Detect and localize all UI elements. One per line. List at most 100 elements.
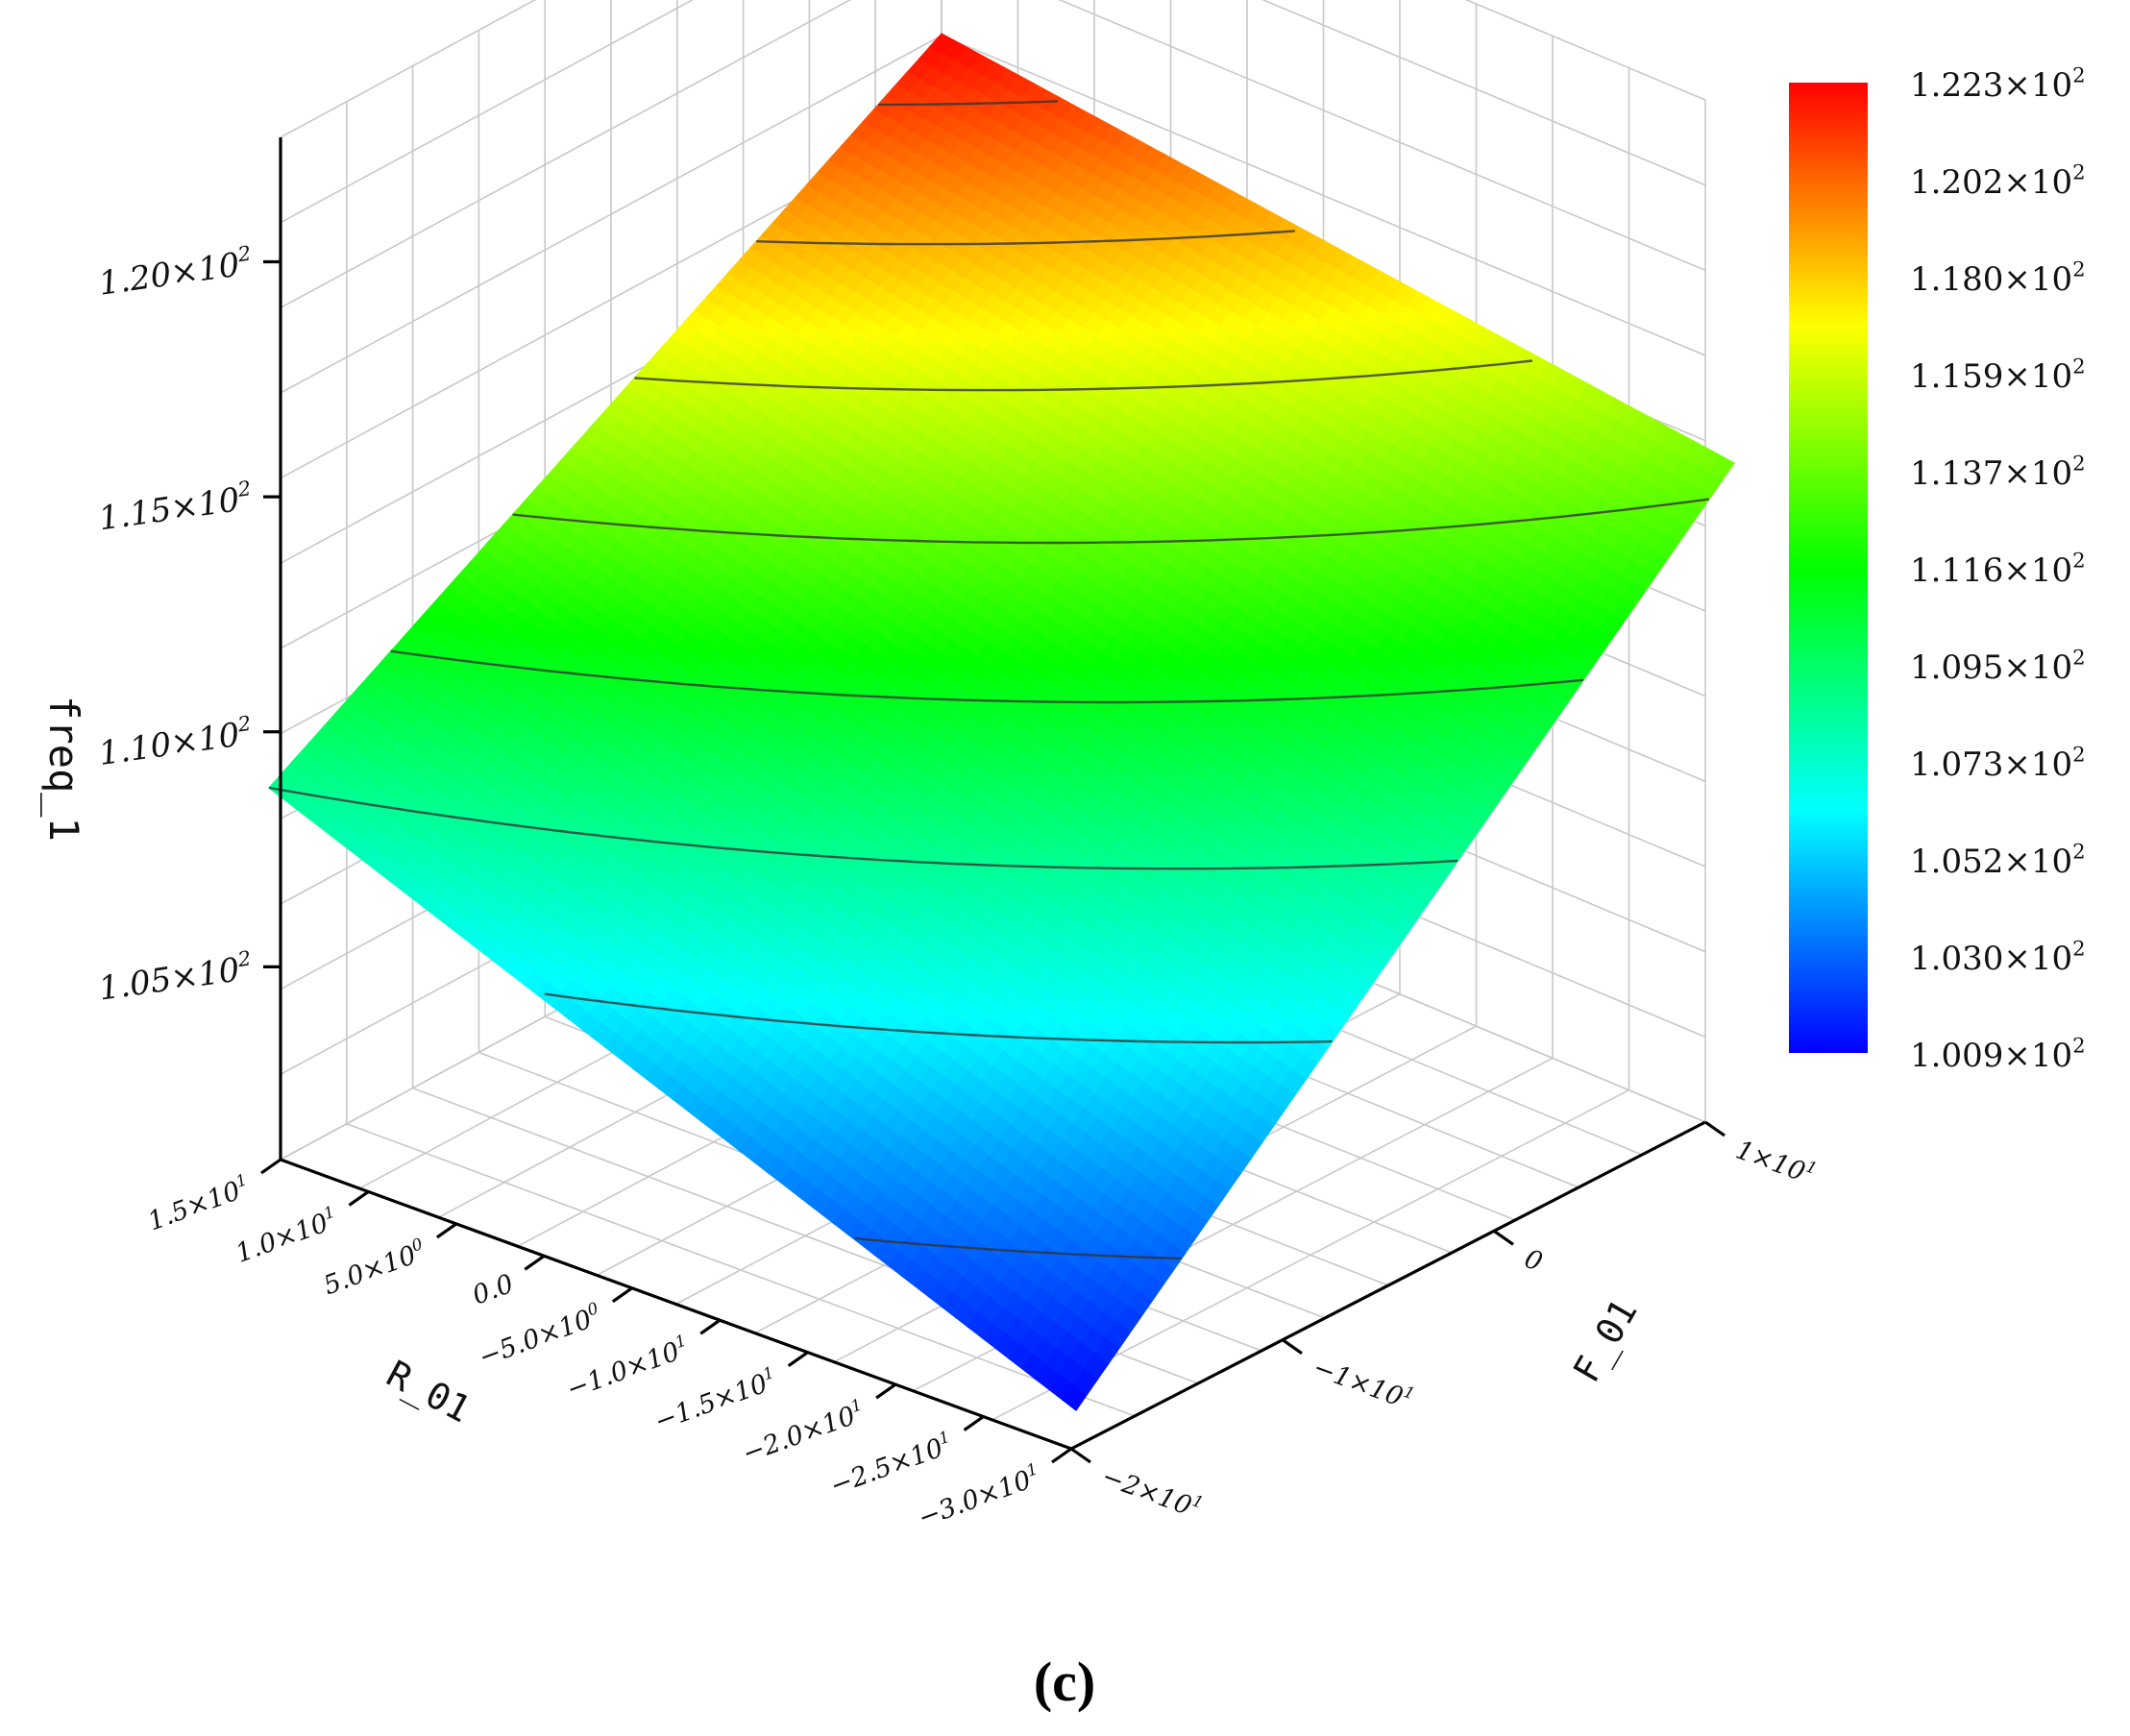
- colorbar-tick-label-times: ×10: [2003, 454, 2072, 493]
- z-tick-label-exponent: 2: [235, 711, 253, 737]
- z-tick-label: 1.10×102: [96, 711, 255, 773]
- r-tick-label-times: ×10: [710, 1369, 771, 1416]
- colorbar-tick-label: 1.159×102: [1910, 355, 2086, 396]
- z-tick-label-mantissa: 1.10: [96, 725, 174, 773]
- colorbar-tick-label: 1.137×102: [1910, 452, 2086, 493]
- wall-gridline: [280, 0, 695, 224]
- wall-gridline: [1261, 0, 1706, 186]
- r-tick-label-times: ×10: [622, 1336, 683, 1383]
- f-tick-label-times: ×10: [1748, 1140, 1809, 1187]
- axes-layer: [260, 137, 1726, 1464]
- f-axis-label: F_01: [1565, 1292, 1647, 1390]
- colorbar-bar: [1789, 83, 1868, 1053]
- contour-line: [544, 992, 1333, 1044]
- colorbar: 1.223×1021.202×1021.180×1021.159×1021.13…: [1789, 63, 2086, 1075]
- colorbar-tick-label-mantissa: 1.180: [1910, 260, 2003, 299]
- colorbar-tick-label-times: ×10: [2003, 1037, 2072, 1075]
- r-tick-label-mantissa: −2.5: [826, 1452, 895, 1502]
- colorbar-tick-label-exponent: 2: [2072, 452, 2085, 476]
- f-tick-mark: [1493, 1230, 1514, 1246]
- z-tick-label-times: ×10: [168, 951, 242, 999]
- r-tick-mark: [875, 1382, 897, 1400]
- colorbar-tick-label-exponent: 2: [2072, 840, 2085, 864]
- r-tick-label-mantissa: −1.5: [650, 1387, 720, 1437]
- r-tick-label: −3.0×101: [913, 1458, 1044, 1533]
- colorbar-tick-label: 1.073×102: [1910, 743, 2086, 784]
- colorbar-tick-label-exponent: 2: [2072, 743, 2085, 767]
- colorbar-tick-label-mantissa: 1.030: [1910, 940, 2003, 978]
- r-tick-mark: [1051, 1447, 1072, 1464]
- r-tick-mark: [524, 1255, 546, 1271]
- r-tick-label-times: ×10: [183, 1176, 244, 1223]
- r-tick-label: −2.5×101: [825, 1427, 957, 1502]
- colorbar-tick-label-times: ×10: [2003, 260, 2072, 299]
- z-tick-label: 1.20×102: [96, 241, 255, 304]
- colorbar-tick-label-mantissa: 1.202: [1910, 163, 2003, 202]
- r-tick-label: −2.0×101: [738, 1394, 869, 1469]
- r-tick-mark: [963, 1415, 985, 1431]
- contour-line: [634, 359, 1533, 392]
- z-tick-label: 1.15×102: [96, 476, 255, 538]
- z-tick-label-mantissa: 1.20: [96, 256, 174, 304]
- r-tick-label-mantissa: −1.0: [563, 1356, 632, 1406]
- colorbar-tick-label-exponent: 2: [2072, 549, 2085, 573]
- colorbar-tick-label-times: ×10: [2003, 843, 2072, 881]
- colorbar-tick-label-times: ×10: [2003, 66, 2072, 105]
- contour-line: [512, 498, 1710, 545]
- z-axis-label: freq_1: [40, 696, 87, 842]
- f-tick-label: 0: [1521, 1244, 1547, 1278]
- z-tick-label: 1.05×102: [96, 945, 255, 1008]
- colorbar-tick-label-mantissa: 1.137: [1910, 454, 2003, 493]
- colorbar-tick-label-exponent: 2: [2072, 355, 2085, 379]
- wall-gridline: [1058, 0, 1706, 272]
- f-tick-label: 1×101: [1732, 1132, 1820, 1190]
- r-tick-label-mantissa: −2.0: [739, 1420, 808, 1470]
- wall-gridline: [280, 0, 537, 138]
- r-tick-label-times: ×10: [534, 1305, 596, 1352]
- surface-patch: [1708, 454, 1735, 480]
- colorbar-tick-label: 1.030×102: [1910, 937, 2086, 978]
- colorbar-tick-label-times: ×10: [2003, 163, 2072, 202]
- r-tick-label-mantissa: −3.0: [915, 1484, 984, 1534]
- r-tick-label-times: ×10: [886, 1433, 947, 1480]
- colorbar-tick-label: 1.180×102: [1910, 257, 2086, 299]
- colorbar-tick-label-times: ×10: [2003, 940, 2072, 978]
- f-tick-label: −2×101: [1098, 1458, 1207, 1525]
- colorbar-tick-label-mantissa: 1.095: [1910, 648, 2003, 687]
- contour-line: [854, 1236, 1182, 1260]
- colorbar-tick-label-times: ×10: [2003, 551, 2072, 590]
- colorbar-tick-label: 1.052×102: [1910, 840, 2086, 881]
- wall-gridline: [280, 35, 943, 394]
- r-axis-line: [280, 1158, 1072, 1451]
- colorbar-tick-label-times: ×10: [2003, 357, 2072, 396]
- r-tick-mark: [260, 1158, 282, 1175]
- r-tick-mark: [611, 1286, 633, 1304]
- colorbar-tick-label-exponent: 2: [2072, 160, 2085, 184]
- f-tick-label-times: ×10: [1345, 1366, 1407, 1413]
- colorbar-tick-label-times: ×10: [2003, 746, 2072, 784]
- contour-line: [390, 649, 1584, 704]
- r-tick-label-mantissa: 0.0: [469, 1269, 518, 1311]
- r-axis-label: R_01: [379, 1353, 477, 1432]
- r-tick-label: 0.0: [469, 1269, 518, 1311]
- z-tick-label-times: ×10: [168, 716, 242, 764]
- colorbar-tick-label-exponent: 2: [2072, 63, 2085, 87]
- colorbar-tick-label-exponent: 2: [2072, 937, 2085, 961]
- f-tick-label-mantissa: 0: [1521, 1244, 1547, 1278]
- r-tick-label-times: ×10: [358, 1240, 420, 1287]
- f-tick-label: −1×101: [1310, 1350, 1418, 1416]
- f-tick-mark: [1704, 1120, 1726, 1137]
- r-tick-label-times: ×10: [973, 1465, 1035, 1512]
- r-tick-label: −5.0×100: [474, 1298, 605, 1373]
- colorbar-tick-label-exponent: 2: [2072, 646, 2085, 670]
- colorbar-tick-label-mantissa: 1.073: [1910, 746, 2003, 784]
- colorbar-tick-label: 1.116×102: [1910, 549, 2086, 590]
- wall-gridline: [941, 35, 1706, 356]
- r-tick-label: −1.0×101: [562, 1331, 694, 1406]
- r-tick-mark: [348, 1190, 370, 1207]
- r-tick-label: −1.5×101: [649, 1362, 781, 1437]
- z-tick-label-exponent: 2: [235, 945, 253, 971]
- f-axis-line: [1070, 1120, 1706, 1451]
- r-tick-label: 1.0×101: [231, 1202, 342, 1269]
